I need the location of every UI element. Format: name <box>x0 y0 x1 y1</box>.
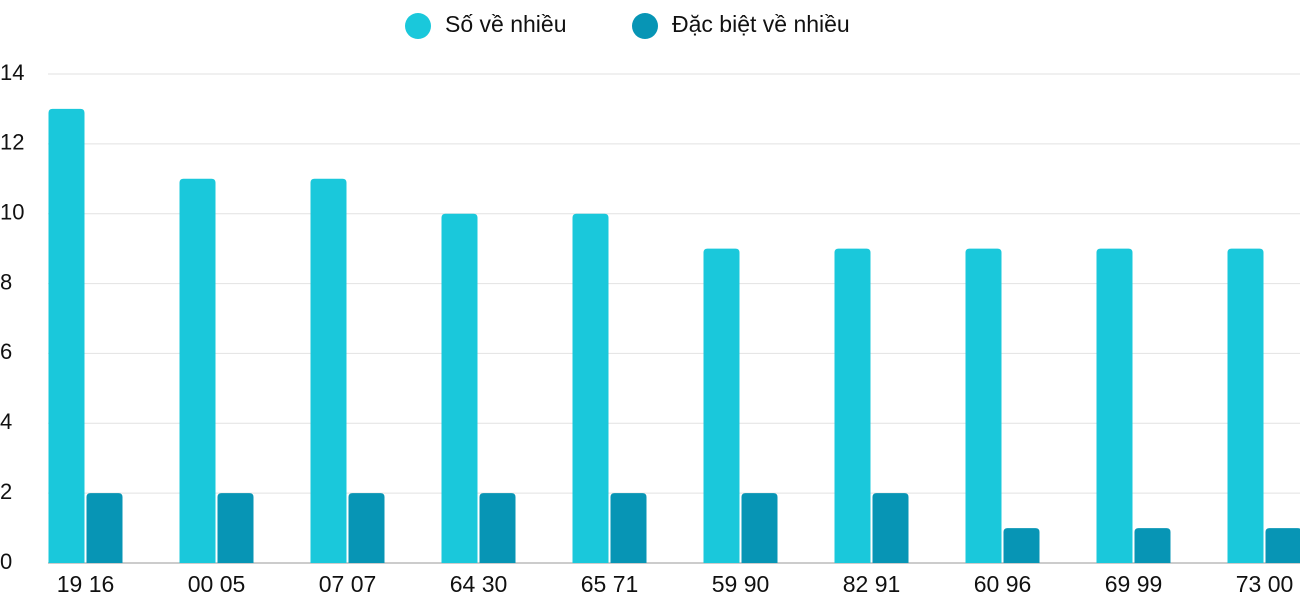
bar <box>310 178 347 564</box>
bar <box>86 493 123 563</box>
x-tick-label: 00 05 <box>188 571 246 597</box>
bar <box>1134 528 1171 563</box>
legend-label: Đặc biệt về nhiều <box>672 11 850 37</box>
x-tick-label: 65 71 <box>581 571 639 597</box>
legend-marker <box>632 13 658 39</box>
bar <box>834 248 871 563</box>
x-tick-label: 59 90 <box>712 571 770 597</box>
bar <box>965 248 1002 563</box>
legend-label: Số về nhiều <box>445 11 566 37</box>
bar <box>1265 528 1300 563</box>
legend-marker <box>405 13 431 39</box>
bar <box>610 493 647 563</box>
y-tick-label: 14 <box>0 60 24 85</box>
bar <box>872 493 909 563</box>
x-tick-label: 07 07 <box>319 571 377 597</box>
x-tick-label: 73 00 <box>1236 571 1294 597</box>
bar <box>703 248 740 563</box>
x-tick-label: 19 16 <box>57 571 115 597</box>
bar <box>572 213 609 563</box>
x-tick-label: 64 30 <box>450 571 508 597</box>
y-tick-label: 0 <box>0 549 12 574</box>
bar <box>1227 248 1264 563</box>
y-tick-label: 4 <box>0 409 12 434</box>
bar <box>441 213 478 563</box>
bar <box>179 178 216 564</box>
bar <box>1096 248 1133 563</box>
y-tick-label: 12 <box>0 130 24 155</box>
y-tick-label: 8 <box>0 269 12 294</box>
bar <box>479 493 516 563</box>
bar <box>48 108 85 563</box>
x-tick-label: 60 96 <box>974 571 1032 597</box>
bar <box>348 493 385 563</box>
y-tick-label: 2 <box>0 479 12 504</box>
x-tick-label: 69 99 <box>1105 571 1163 597</box>
bar <box>217 493 254 563</box>
bar <box>1003 528 1040 563</box>
y-tick-label: 10 <box>0 200 24 225</box>
bar <box>741 493 778 563</box>
x-tick-label: 82 91 <box>843 571 901 597</box>
y-tick-label: 6 <box>0 339 12 364</box>
